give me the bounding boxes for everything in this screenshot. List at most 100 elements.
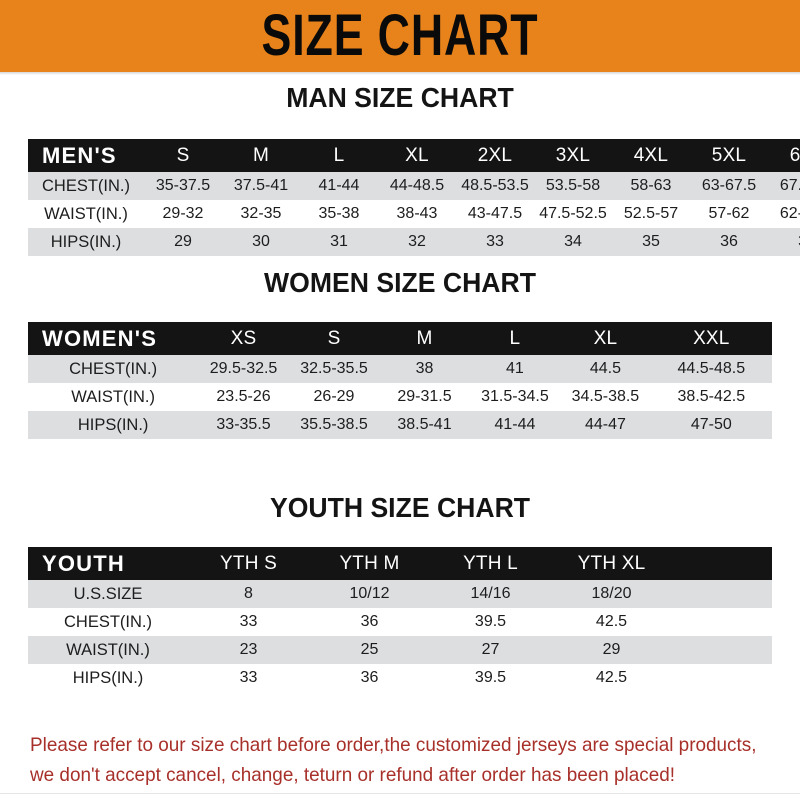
women-measure-value: 41 (506, 360, 524, 377)
women-measure-value: 38.5-41 (397, 416, 452, 433)
youth-measure-value: 23 (239, 641, 258, 658)
men-measure-value: 35-38 (318, 205, 360, 222)
women-measure-value: 38 (415, 360, 434, 377)
men-measure-value: 32-35 (240, 205, 282, 222)
table-row: WAIST(IN.) 23 25 27 29 (28, 636, 772, 664)
youth-measure-value: 27 (481, 641, 500, 658)
men-size-header: XL (405, 144, 429, 166)
men-header-row: MEN'S S M L XL 2XL 3XL 4XL 5XL 6XL (28, 139, 800, 172)
youth-measure-label: U.S.SIZE (73, 584, 143, 603)
women-size-header: M (416, 327, 433, 349)
youth-size-header: YTH M (339, 552, 400, 574)
disclaimer-line-2: we don't accept cancel, change, teturn o… (30, 764, 676, 786)
men-measure-value: 37.5-41 (233, 177, 289, 194)
table-row: HIPS(IN.) 33 36 39.5 42.5 (28, 664, 772, 692)
men-corner-label: MEN'S (42, 142, 117, 168)
women-size-header: L (509, 327, 521, 349)
men-size-header: 2XL (477, 144, 513, 166)
men-size-header: M (252, 144, 270, 166)
men-size-header: 3XL (555, 144, 591, 166)
youth-measure-value: 36 (360, 669, 379, 686)
disclaimer-line-1: Please refer to our size chart before or… (30, 734, 757, 756)
page-title: SIZE CHART (261, 3, 539, 69)
women-measure-value: 44.5 (589, 360, 621, 377)
men-measure-label: CHEST(IN.) (42, 176, 130, 195)
men-measure-value: 33 (486, 233, 504, 250)
youth-row-spacer (672, 664, 772, 692)
men-measure-value: 29 (174, 233, 192, 250)
men-measure-value: 47.5-52.5 (539, 205, 607, 222)
youth-measure-value: 39.5 (474, 613, 507, 630)
women-measure-value: 33-35.5 (216, 416, 271, 433)
women-measure-value: 44-47 (584, 416, 626, 433)
women-measure-value: 26-29 (313, 388, 355, 405)
women-table: WOMEN'S XS S M L XL XXL CHEST(IN.) 29.5-32.5 32.5… (28, 322, 772, 439)
men-measure-value: 37 (768, 228, 800, 256)
women-measure-value: 47-50 (690, 416, 732, 433)
men-measure-value: 36 (720, 233, 738, 250)
youth-section-title: YOUTH SIZE CHART (269, 492, 531, 523)
youth-size-header: YTH S (220, 552, 277, 574)
men-measure-value: 52.5-57 (623, 205, 679, 222)
youth-measure-value: 42.5 (595, 669, 628, 686)
women-size-header: XXL (693, 327, 730, 349)
youth-measure-value: 18/20 (591, 585, 632, 602)
youth-measure-label: HIPS(IN.) (72, 668, 144, 687)
women-size-header: XS (230, 327, 257, 349)
youth-row-spacer (672, 636, 772, 664)
youth-measure-value: 8 (244, 585, 253, 602)
page-banner: SIZE CHART (0, 0, 800, 72)
bottom-divider (0, 793, 800, 794)
men-size-header: 4XL (633, 144, 669, 166)
table-row: CHEST(IN.) 35-37.5 37.5-41 41-44 44-48.5 48.5… (28, 172, 800, 200)
men-size-header: 5XL (711, 144, 747, 166)
women-section-title: WOMEN SIZE CHART (264, 267, 536, 298)
men-measure-value: 31 (330, 233, 348, 250)
men-size-header: S (176, 144, 190, 166)
women-measure-label: WAIST(IN.) (71, 387, 155, 406)
youth-header-spacer (672, 547, 772, 580)
men-measure-value: 34 (564, 233, 582, 250)
men-measure-value: 43-47.5 (467, 205, 523, 222)
women-measure-label: HIPS(IN.) (77, 415, 149, 434)
women-measure-value: 35.5-38.5 (300, 416, 368, 433)
youth-header-row: YOUTH YTH S YTH M YTH L YTH XL (28, 547, 772, 580)
men-measure-value: 67.5-72 (779, 177, 800, 194)
youth-measure-value: 29 (602, 641, 621, 658)
youth-corner-label: YOUTH (42, 550, 125, 576)
women-measure-value: 32.5-35.5 (300, 360, 368, 377)
women-measure-value: 23.5-26 (216, 388, 271, 405)
youth-measure-value: 39.5 (474, 669, 507, 686)
table-row: U.S.SIZE 8 10/12 14/16 18/20 (28, 580, 772, 608)
men-measure-label: WAIST(IN.) (44, 204, 128, 223)
youth-measure-value: 42.5 (595, 613, 628, 630)
table-row: CHEST(IN.) 33 36 39.5 42.5 (28, 608, 772, 636)
youth-size-header: YTH L (463, 552, 518, 574)
youth-row-spacer (672, 580, 772, 608)
table-row: CHEST(IN.) 29.5-32.5 32.5-35.5 38 41 44.5 44.5… (28, 355, 772, 383)
men-measure-label: HIPS(IN.) (50, 232, 122, 251)
men-measure-value: 57-62 (708, 205, 750, 222)
men-measure-value: 58-63 (630, 177, 672, 194)
women-measure-value: 29-31.5 (397, 388, 452, 405)
men-measure-value: 48.5-53.5 (461, 177, 529, 194)
men-size-table: MEN'S S M L XL 2XL 3XL 4XL 5XL 6XL CHEST(IN.) 35-37… (28, 139, 800, 256)
youth-measure-value: 25 (360, 641, 379, 658)
men-measure-value: 53.5-58 (545, 177, 601, 194)
women-measure-value: 34.5-38.5 (571, 388, 640, 405)
youth-size-header: YTH XL (577, 552, 646, 574)
men-measure-value: 30 (252, 233, 270, 250)
men-measure-value: 32 (408, 233, 426, 250)
men-measure-value: 44-48.5 (389, 177, 445, 194)
youth-measure-value: 10/12 (349, 585, 390, 602)
women-measure-label: CHEST(IN.) (69, 359, 158, 378)
table-row: HIPS(IN.) 33-35.5 35.5-38.5 38.5-41 41-44 44-… (28, 411, 772, 439)
women-size-table: WOMEN'S XS S M L XL XXL CHEST(IN.) 29.5-32.5 32.5… (28, 322, 772, 439)
men-measure-value: 35 (642, 233, 660, 250)
men-size-header: L (333, 144, 345, 166)
order-disclaimer: Please refer to our size chart before or… (30, 730, 756, 790)
men-measure-value: 62-66.5 (779, 205, 800, 222)
men-measure-value: 63-67.5 (701, 177, 757, 194)
women-header-row: WOMEN'S XS S M L XL XXL (28, 322, 772, 355)
youth-row-spacer (672, 608, 772, 636)
